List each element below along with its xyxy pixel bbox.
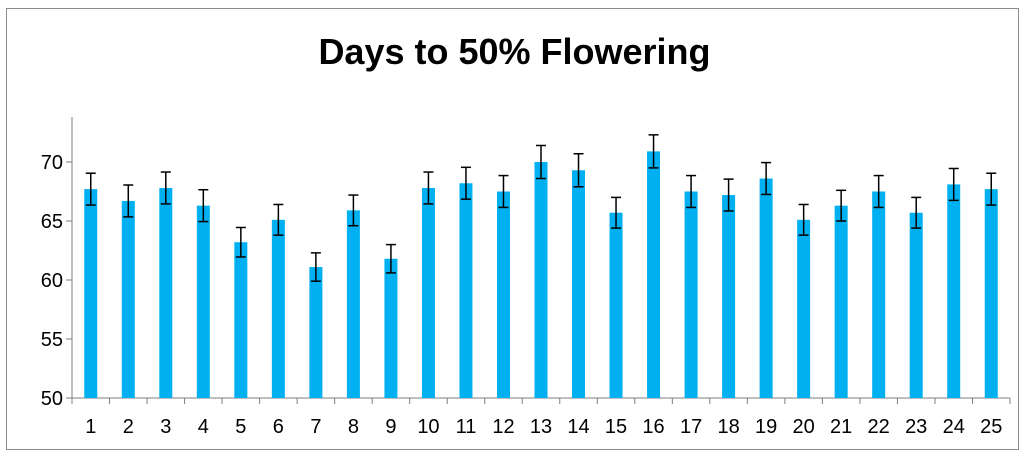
error-bars <box>85 134 997 282</box>
bar <box>496 191 510 398</box>
x-tick-label: 18 <box>717 416 739 438</box>
bar <box>684 191 698 398</box>
bar-series <box>84 151 998 398</box>
x-tick-label: 14 <box>567 416 589 438</box>
bar <box>459 183 473 398</box>
bar <box>309 267 323 398</box>
bar <box>947 184 961 398</box>
x-tick-label: 13 <box>530 416 552 438</box>
bar <box>271 219 285 398</box>
x-tick-label: 1 <box>85 416 96 438</box>
bar <box>384 258 398 398</box>
bar <box>872 191 886 398</box>
x-tick-label: 11 <box>456 416 477 438</box>
bar <box>722 195 736 398</box>
x-tick-label: 25 <box>980 416 1002 438</box>
x-tick-label: 5 <box>235 416 246 438</box>
y-axis: 50 55 60 65 70 <box>41 117 73 410</box>
x-axis: 1 2 3 4 5 6 7 8 9 10 11 12 13 14 15 16 17 18 19 20 21 22 23 24 2… <box>71 397 1011 438</box>
x-tick-label: 24 <box>943 416 965 438</box>
x-tick-label: 6 <box>273 416 284 438</box>
y-tick-label: 70 <box>41 152 63 174</box>
y-tick-label: 55 <box>41 329 63 351</box>
x-tick-label: 12 <box>492 416 514 438</box>
x-tick-label: 8 <box>348 416 359 438</box>
bar <box>647 151 661 398</box>
x-tick-label: 7 <box>310 416 321 438</box>
bar <box>834 205 848 398</box>
x-tick-label: 10 <box>417 416 439 438</box>
x-tick-label: 19 <box>755 416 777 438</box>
bar <box>534 162 548 398</box>
x-tick-label: 15 <box>605 416 627 438</box>
x-tick-label: 9 <box>385 416 396 438</box>
x-tick-label: 4 <box>198 416 209 438</box>
bar <box>759 178 773 398</box>
y-tick-label: 60 <box>41 270 63 292</box>
chart-frame <box>6 8 1019 450</box>
bar <box>609 212 623 398</box>
bar <box>984 189 998 398</box>
x-tick-label: 2 <box>123 416 134 438</box>
chart-title: Days to 50% Flowering <box>318 31 711 72</box>
bar <box>159 187 173 398</box>
x-tick-label: 3 <box>160 416 171 438</box>
x-tick-label: 21 <box>830 416 852 438</box>
bar <box>572 170 586 398</box>
bar <box>196 205 210 398</box>
x-tick-label: 16 <box>642 416 664 438</box>
x-tick-label: 23 <box>905 416 927 438</box>
x-tick-label: 17 <box>680 416 702 438</box>
bar <box>909 212 923 398</box>
bar <box>346 210 360 398</box>
y-tick-label: 50 <box>41 388 63 410</box>
y-tick-label: 65 <box>41 211 63 233</box>
x-tick-label: 22 <box>868 416 890 438</box>
bar <box>234 242 248 398</box>
bar <box>84 189 98 398</box>
x-tick-label: 20 <box>793 416 815 438</box>
bar <box>797 219 811 398</box>
bar <box>421 187 435 398</box>
bar <box>121 200 135 398</box>
